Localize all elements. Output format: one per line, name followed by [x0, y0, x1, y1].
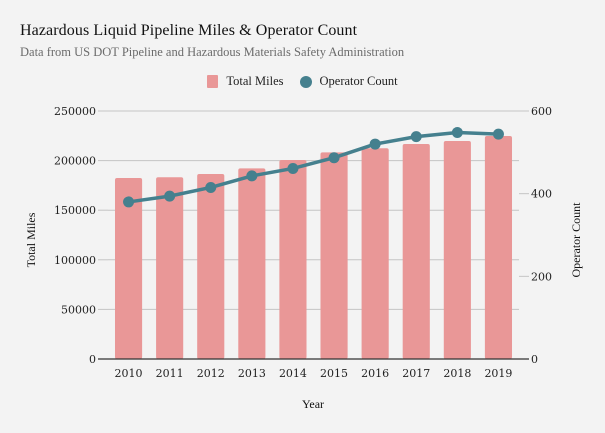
y-left-tick-label: 200000	[54, 155, 96, 168]
bar-total-miles-2015[interactable]	[320, 152, 348, 359]
y-right-tick-label: 0	[531, 353, 538, 366]
y-left-tick-label: 0	[89, 353, 96, 366]
x-tick-label: 2019	[484, 367, 512, 380]
y-left-tick-label: 50000	[61, 303, 96, 316]
chart-subtitle: Data from US DOT Pipeline and Hazardous …	[20, 45, 405, 59]
y-axis-right-title: Operator Count	[569, 202, 583, 278]
bar-total-miles-2012[interactable]	[197, 173, 225, 359]
bar-total-miles-2014[interactable]	[279, 160, 307, 359]
bar-total-miles-2013[interactable]	[238, 168, 266, 359]
x-tick-label: 2016	[361, 367, 389, 380]
operator-count-line	[128, 130, 499, 204]
point-operator-count-2014[interactable]	[287, 162, 299, 174]
legend-label: Total Miles	[226, 74, 284, 88]
point-operator-count-2016[interactable]	[369, 138, 381, 150]
point-operator-count-2018[interactable]	[451, 126, 463, 138]
point-operator-count-2011[interactable]	[164, 190, 176, 202]
point-operator-count-2015[interactable]	[328, 152, 340, 164]
y-axis-left-title: Total Miles	[24, 212, 38, 267]
legend-item-operator-count[interactable]: Operator Count	[299, 74, 398, 89]
point-operator-count-2013[interactable]	[246, 170, 258, 182]
bar-total-miles-2011[interactable]	[156, 177, 184, 359]
bar-swatch-icon	[207, 75, 219, 88]
y-right-tick-label: 600	[531, 105, 552, 118]
x-tick-label: 2014	[279, 367, 307, 380]
legend-item-total-miles[interactable]: Total Miles	[207, 74, 284, 89]
bar-total-miles-2018[interactable]	[443, 141, 471, 359]
y-left-tick-label: 250000	[54, 105, 96, 118]
x-tick-label: 2017	[402, 367, 430, 380]
legend-label: Operator Count	[319, 74, 398, 88]
bar-total-miles-2019[interactable]	[484, 135, 513, 359]
y-left-tick-label: 100000	[54, 254, 96, 267]
y-right-tick-label: 400	[531, 188, 552, 201]
x-tick-label: 2018	[443, 367, 471, 380]
x-tick-label: 2015	[320, 367, 348, 380]
chart-title: Hazardous Liquid Pipeline Miles & Operat…	[20, 22, 358, 39]
x-tick-label: 2011	[156, 367, 184, 380]
point-operator-count-2010[interactable]	[123, 196, 135, 208]
x-tick-label: 2010	[115, 367, 143, 380]
dot-swatch-icon	[299, 75, 312, 88]
point-operator-count-2019[interactable]	[492, 128, 504, 140]
bar-total-miles-2016[interactable]	[361, 148, 389, 359]
point-operator-count-2012[interactable]	[205, 181, 217, 193]
x-tick-label: 2012	[197, 367, 225, 380]
legend: Total Miles Operator Count	[0, 74, 605, 89]
bar-total-miles-2017[interactable]	[402, 144, 430, 359]
x-axis-title: Year	[302, 397, 324, 411]
x-tick-label: 2013	[238, 367, 266, 380]
y-left-tick-label: 150000	[54, 204, 96, 217]
bar-total-miles-2010[interactable]	[114, 177, 143, 359]
point-operator-count-2017[interactable]	[410, 131, 422, 143]
y-right-tick-label: 200	[531, 270, 552, 283]
